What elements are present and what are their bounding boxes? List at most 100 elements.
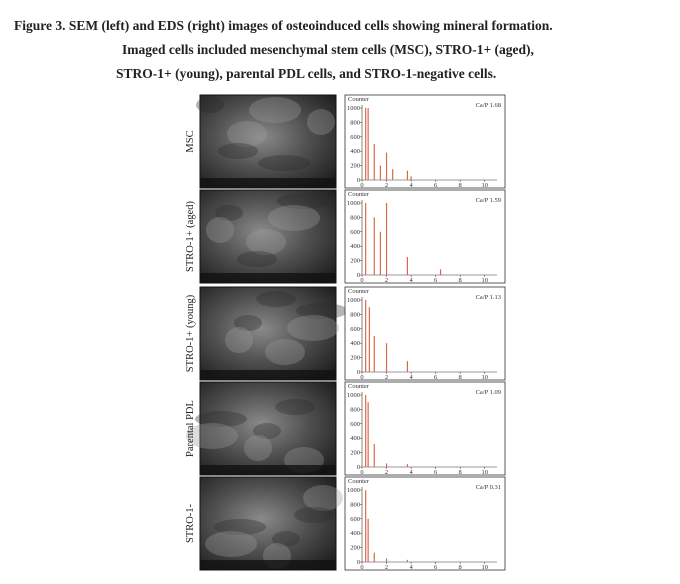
sem-scalebar <box>200 465 336 475</box>
sem-texture <box>265 339 305 365</box>
y-tick-label: 1000 <box>347 200 360 207</box>
y-tick-label: 400 <box>350 530 360 537</box>
row-label: Parental PDL <box>185 400 196 457</box>
y-tick-label: 800 <box>350 311 360 318</box>
row-label: STRO-1+ (aged) <box>185 201 196 272</box>
x-tick-label: 6 <box>434 564 438 571</box>
y-tick-label: 400 <box>350 340 360 347</box>
spectrum-box <box>344 476 506 571</box>
x-tick-label: 0 <box>360 469 363 476</box>
x-tick-label: 10 <box>481 374 488 381</box>
row-label: MSC <box>185 130 196 152</box>
x-tick-label: 8 <box>459 277 462 284</box>
y-tick-label: 0 <box>357 177 360 184</box>
y-tick-label: 0 <box>357 464 360 471</box>
y-tick-label: 200 <box>350 450 360 457</box>
x-tick-label: 8 <box>459 374 462 381</box>
y-tick-label: 0 <box>357 272 360 279</box>
x-tick-label: 10 <box>481 469 488 476</box>
x-tick-label: 4 <box>409 374 413 381</box>
sem-scalebar <box>200 178 336 188</box>
x-tick-label: 6 <box>434 277 438 284</box>
sem-texture <box>246 229 286 255</box>
sem-texture <box>256 291 296 307</box>
spectrum-box <box>344 94 506 189</box>
y-tick-label: 200 <box>350 355 360 362</box>
y-tick-label: 600 <box>350 421 360 428</box>
spectrum-box <box>344 189 506 284</box>
y-tick-label: 0 <box>357 369 360 376</box>
x-tick-label: 0 <box>360 277 363 284</box>
sem-scalebar <box>200 560 336 570</box>
sem-texture <box>303 485 343 511</box>
y-axis-label: Counter <box>348 96 370 103</box>
y-tick-label: 1000 <box>347 105 360 112</box>
sem-texture <box>268 205 320 231</box>
x-tick-label: 10 <box>481 277 488 284</box>
y-tick-label: 600 <box>350 134 360 141</box>
ratio-label: Ca/P 1.68 <box>476 102 501 109</box>
sem-image <box>199 94 337 189</box>
sem-texture <box>244 435 272 461</box>
ratio-label: Ca/P 1.13 <box>476 294 501 301</box>
x-tick-label: 10 <box>481 564 488 571</box>
ratio-label: Ca/P 0.31 <box>476 484 501 491</box>
sem-texture <box>253 423 281 439</box>
sem-texture <box>294 507 334 523</box>
y-axis-label: Counter <box>348 478 370 485</box>
x-tick-label: 8 <box>459 469 462 476</box>
sem-scalebar <box>200 370 336 380</box>
sem-image <box>199 381 337 476</box>
y-tick-label: 200 <box>350 163 360 170</box>
y-tick-label: 800 <box>350 214 360 221</box>
y-tick-label: 600 <box>350 229 360 236</box>
y-tick-label: 1000 <box>347 297 360 304</box>
x-tick-label: 0 <box>360 182 363 189</box>
sem-texture <box>272 531 300 547</box>
y-tick-label: 0 <box>357 559 360 566</box>
x-tick-label: 2 <box>385 277 388 284</box>
sem-texture <box>218 143 258 159</box>
x-tick-label: 2 <box>385 374 388 381</box>
ratio-label: Ca/P 1.59 <box>476 197 501 204</box>
sem-texture <box>258 155 310 171</box>
x-tick-label: 6 <box>434 182 438 189</box>
x-tick-label: 2 <box>385 182 388 189</box>
sem-texture <box>206 217 234 243</box>
y-tick-label: 200 <box>350 258 360 265</box>
y-tick-label: 600 <box>350 326 360 333</box>
x-tick-label: 10 <box>481 182 488 189</box>
spectrum-box <box>344 381 506 476</box>
y-tick-label: 600 <box>350 516 360 523</box>
sem-image <box>199 286 337 381</box>
row-label: STRO-1+ (young) <box>185 294 196 372</box>
x-tick-label: 4 <box>409 564 413 571</box>
x-tick-label: 2 <box>385 564 388 571</box>
ratio-label: Ca/P 1.09 <box>476 389 501 396</box>
y-axis-label: Counter <box>348 288 370 295</box>
sem-image <box>199 189 337 284</box>
x-tick-label: 0 <box>360 564 363 571</box>
sem-texture <box>287 315 339 341</box>
y-tick-label: 400 <box>350 435 360 442</box>
sem-texture <box>237 251 277 267</box>
y-axis-label: Counter <box>348 191 370 198</box>
y-axis-label: Counter <box>348 383 370 390</box>
sem-texture <box>227 121 267 147</box>
y-tick-label: 1000 <box>347 487 360 494</box>
x-tick-label: 4 <box>409 277 413 284</box>
caption-line: STRO-1+ (young), parental PDL cells, and… <box>116 66 496 81</box>
x-tick-label: 8 <box>459 564 462 571</box>
sem-texture <box>277 193 329 209</box>
sem-texture <box>196 97 224 113</box>
sem-texture <box>249 97 301 123</box>
y-tick-label: 800 <box>350 406 360 413</box>
spectrum-box <box>344 286 506 381</box>
sem-scalebar <box>200 273 336 283</box>
sem-texture <box>234 315 262 331</box>
sem-texture <box>205 531 257 557</box>
x-tick-label: 8 <box>459 182 462 189</box>
sem-texture <box>307 109 335 135</box>
x-tick-label: 6 <box>434 374 438 381</box>
